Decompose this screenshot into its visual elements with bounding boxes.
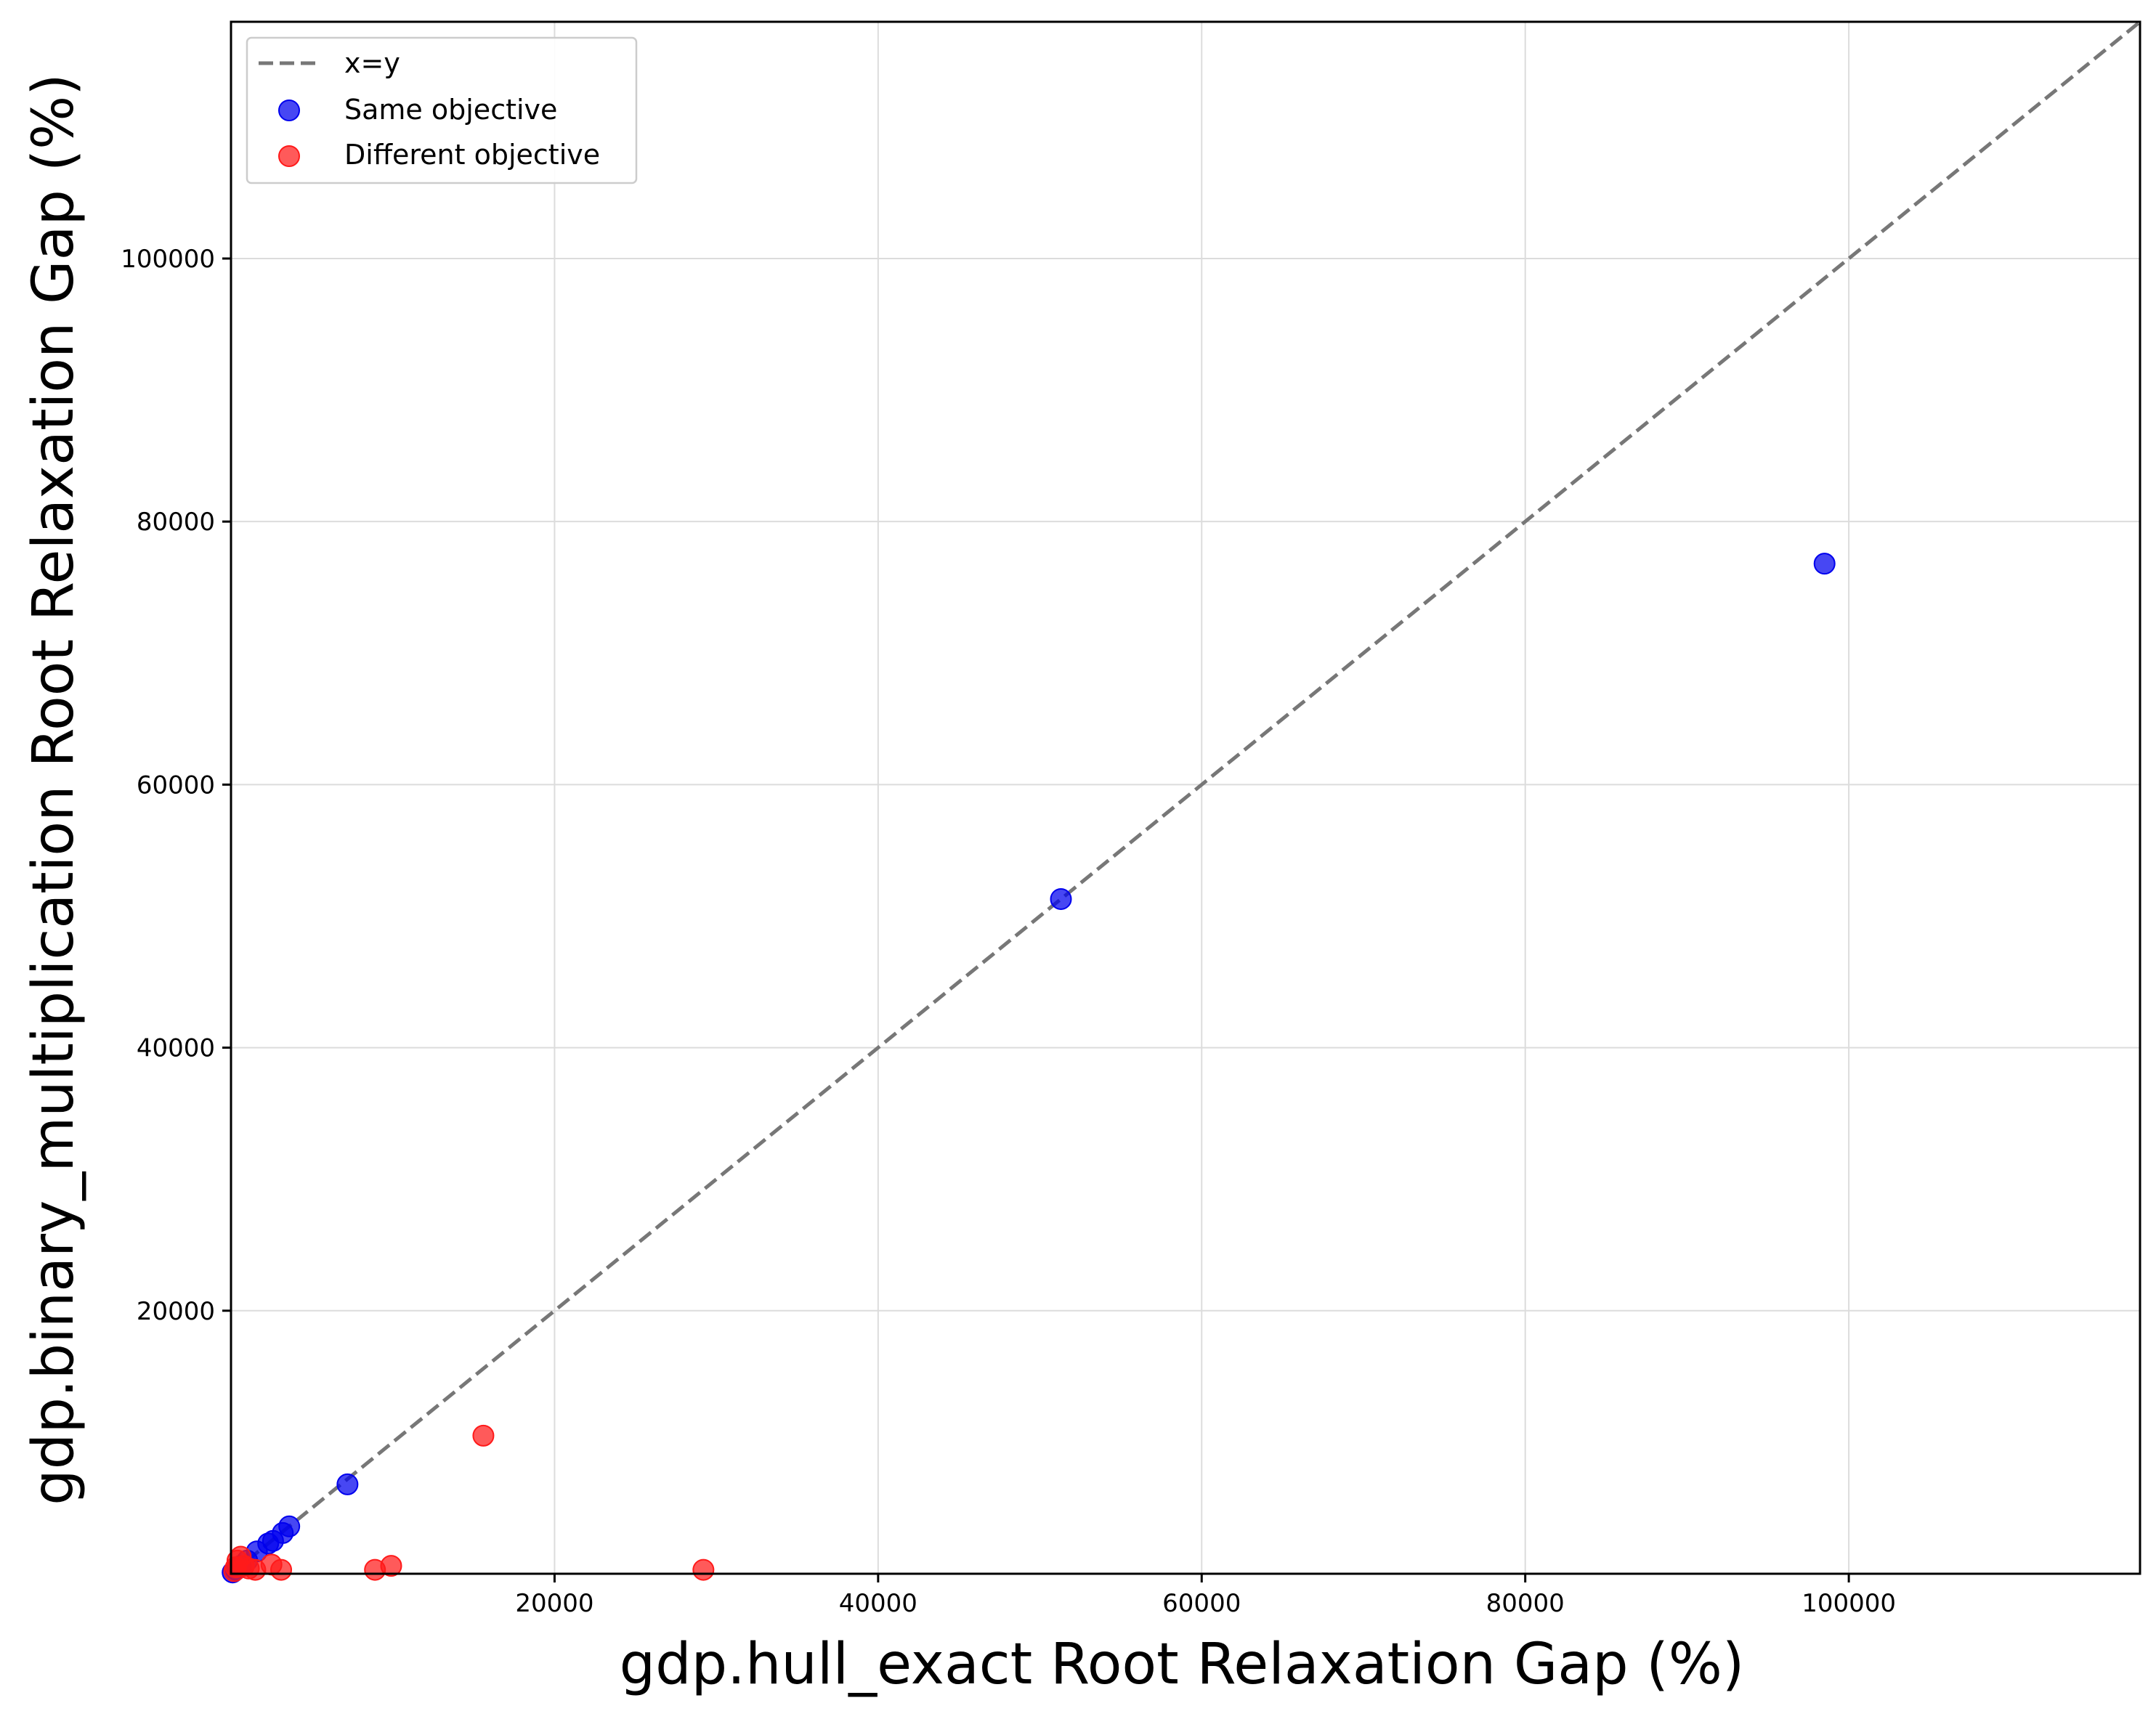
reference-line-x-equals-y [230,20,2141,1575]
x-tick-label-0: 20000 [515,1589,593,1618]
plot-area-frame [230,20,2141,1575]
y-axis-ticks: 20000 40000 60000 80000 100000 [121,245,231,1326]
point-same-objective-0 [1813,553,1836,575]
x-tick-label-3: 80000 [1486,1589,1565,1618]
y-tick-label-1: 40000 [137,1034,215,1063]
legend-label-different-objective: Different objective [344,139,600,171]
legend-label-reference-line: x=y [344,47,400,79]
legend: x=y Same objective Different objective [246,36,638,184]
y-tick-label-0: 20000 [137,1297,215,1326]
y-tick-label-4: 100000 [121,245,215,274]
x-axis-ticks: 20000 40000 60000 80000 100000 [515,1574,1896,1618]
x-tick-label-1: 40000 [839,1589,917,1618]
grid-lines [231,22,2140,1574]
y-axis-label: gdp.binary_multiplication Root Relaxatio… [21,73,86,1505]
point-same-objective-1 [1050,887,1072,910]
y-tick-label-2: 60000 [137,771,215,800]
point-different-objective-3 [364,1559,386,1581]
legend-swatch-different-objective [278,145,300,167]
x-tick-label-4: 100000 [1802,1589,1896,1618]
point-different-objective-0 [472,1424,495,1447]
data-points [222,553,1836,1584]
point-different-objective-12 [238,1557,260,1580]
legend-label-same-objective: Same objective [344,94,557,126]
legend-swatch-same-objective [278,99,300,121]
x-axis-label: gdp.hull_exact Root Relaxation Gap (%) [620,1632,1745,1697]
legend-box [246,36,638,184]
x-tick-label-2: 60000 [1162,1589,1241,1618]
point-different-objective-1 [692,1559,715,1581]
y-tick-label-3: 80000 [137,508,215,537]
point-same-objective-2 [336,1473,359,1495]
